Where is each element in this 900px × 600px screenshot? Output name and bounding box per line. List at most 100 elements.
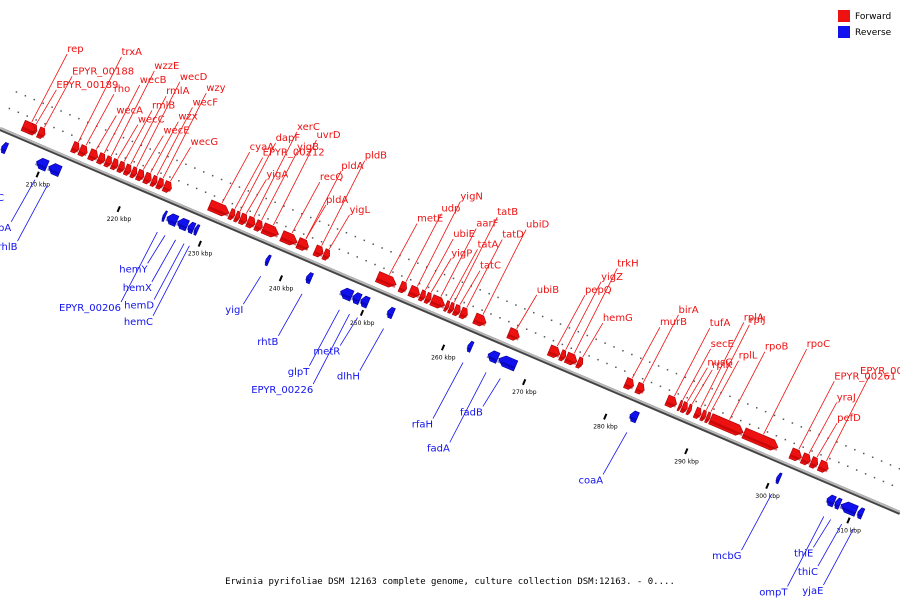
gene-arrow[interactable] [321, 248, 332, 262]
gene-forward[interactable] [237, 212, 249, 226]
gene-forward[interactable] [207, 199, 231, 218]
gene-forward[interactable] [634, 381, 647, 395]
gene-forward[interactable] [799, 452, 812, 467]
gene-forward[interactable] [374, 271, 398, 289]
gene-reverse[interactable] [264, 254, 272, 267]
gene-arrow[interactable] [575, 356, 585, 369]
gene-reverse[interactable] [34, 156, 50, 172]
gene-reverse[interactable] [175, 217, 190, 232]
gene-forward[interactable] [397, 280, 409, 294]
gene-reverse[interactable] [833, 497, 843, 510]
gene-forward[interactable] [279, 230, 300, 248]
gene-reverse[interactable] [161, 210, 168, 222]
gene-forward[interactable] [321, 248, 332, 262]
gene-forward[interactable] [103, 155, 114, 169]
gene-forward[interactable] [664, 394, 679, 409]
gene-forward[interactable] [699, 409, 708, 422]
gene-forward[interactable] [451, 303, 462, 317]
gene-forward[interactable] [808, 456, 820, 470]
gene-forward[interactable] [245, 215, 258, 229]
gene-reverse[interactable] [466, 340, 475, 353]
gene-reverse[interactable] [338, 286, 355, 302]
gene-forward[interactable] [161, 180, 174, 194]
gene-label: ubiE [453, 229, 475, 240]
gene-forward[interactable] [679, 401, 689, 414]
gene-reverse[interactable] [192, 224, 201, 236]
gene-forward[interactable] [260, 222, 281, 240]
gene-forward[interactable] [253, 219, 265, 233]
gene-forward[interactable] [227, 208, 237, 221]
gene-forward[interactable] [87, 148, 99, 163]
gene-forward[interactable] [129, 166, 139, 179]
gene-forward[interactable] [149, 174, 159, 188]
gene-forward[interactable] [20, 119, 37, 135]
gene-reverse[interactable] [359, 295, 371, 309]
gene-forward[interactable] [134, 168, 146, 182]
scale-tick-label: 260 kbp [431, 354, 456, 361]
gene-forward[interactable] [676, 399, 684, 412]
gene-forward[interactable] [423, 291, 433, 304]
gene-forward[interactable] [155, 177, 166, 191]
gene-reverse[interactable] [839, 500, 859, 517]
gene-arrow[interactable] [385, 306, 396, 320]
gene-forward[interactable] [295, 237, 311, 253]
gene-reverse[interactable] [856, 507, 866, 520]
gene-forward[interactable] [417, 289, 427, 302]
gene-forward[interactable] [77, 144, 90, 158]
gene-forward[interactable] [563, 351, 579, 367]
scale-dot [659, 385, 662, 388]
gene-reverse[interactable] [351, 291, 363, 305]
gene-reverse[interactable] [825, 494, 837, 508]
gene-forward[interactable] [142, 171, 154, 185]
gene-forward[interactable] [623, 376, 635, 391]
gene-reverse[interactable] [165, 212, 180, 227]
gene-reverse[interactable] [628, 410, 640, 424]
gene-forward[interactable] [704, 411, 713, 424]
gene-forward[interactable] [816, 459, 830, 474]
gene-reverse[interactable] [775, 472, 783, 485]
gene-reverse[interactable] [186, 221, 197, 235]
gene-reverse[interactable] [0, 142, 10, 155]
scale-dot [443, 273, 446, 276]
gene-arrow[interactable] [628, 410, 640, 424]
gene-forward[interactable] [575, 356, 585, 369]
gene-forward[interactable] [546, 344, 562, 360]
gene-forward[interactable] [458, 306, 470, 320]
gene-forward[interactable] [692, 406, 703, 420]
gene-forward[interactable] [36, 126, 47, 140]
gene-forward[interactable] [447, 301, 455, 314]
gene-arrow[interactable] [825, 494, 837, 508]
gene-label: rplK [712, 360, 732, 371]
gene-forward[interactable] [472, 312, 489, 328]
gene-arrow[interactable] [351, 291, 363, 305]
gene-arrow[interactable] [304, 272, 314, 285]
gene-forward[interactable] [96, 152, 107, 165]
gene-forward[interactable] [122, 163, 133, 177]
gene-forward[interactable] [506, 327, 522, 343]
gene-forward[interactable] [407, 284, 422, 299]
gene-leader-line [582, 322, 604, 358]
gene-forward[interactable] [312, 244, 325, 259]
gene-reverse[interactable] [486, 349, 501, 364]
gene-reverse[interactable] [47, 162, 63, 177]
gene-leader-line [130, 96, 167, 165]
gene-arrow[interactable] [466, 340, 475, 353]
gene-forward[interactable] [70, 141, 81, 154]
gene-forward[interactable] [109, 157, 120, 171]
gene-forward[interactable] [116, 160, 127, 174]
gene-arrow[interactable] [359, 295, 371, 309]
gene-reverse[interactable] [385, 306, 396, 320]
gene-reverse[interactable] [497, 354, 519, 372]
gene-forward[interactable] [443, 300, 451, 313]
gene-forward[interactable] [558, 349, 568, 362]
gene-forward[interactable] [685, 403, 694, 416]
scale-dot [452, 277, 455, 280]
gene-forward[interactable] [708, 413, 746, 438]
gene-forward[interactable] [233, 210, 241, 223]
gene-forward[interactable] [429, 294, 447, 311]
gene-forward[interactable] [788, 447, 804, 463]
gene-forward[interactable] [741, 427, 780, 453]
gene-arrow[interactable] [0, 142, 10, 155]
gene-leader-line [700, 322, 745, 408]
gene-reverse[interactable] [304, 272, 314, 285]
